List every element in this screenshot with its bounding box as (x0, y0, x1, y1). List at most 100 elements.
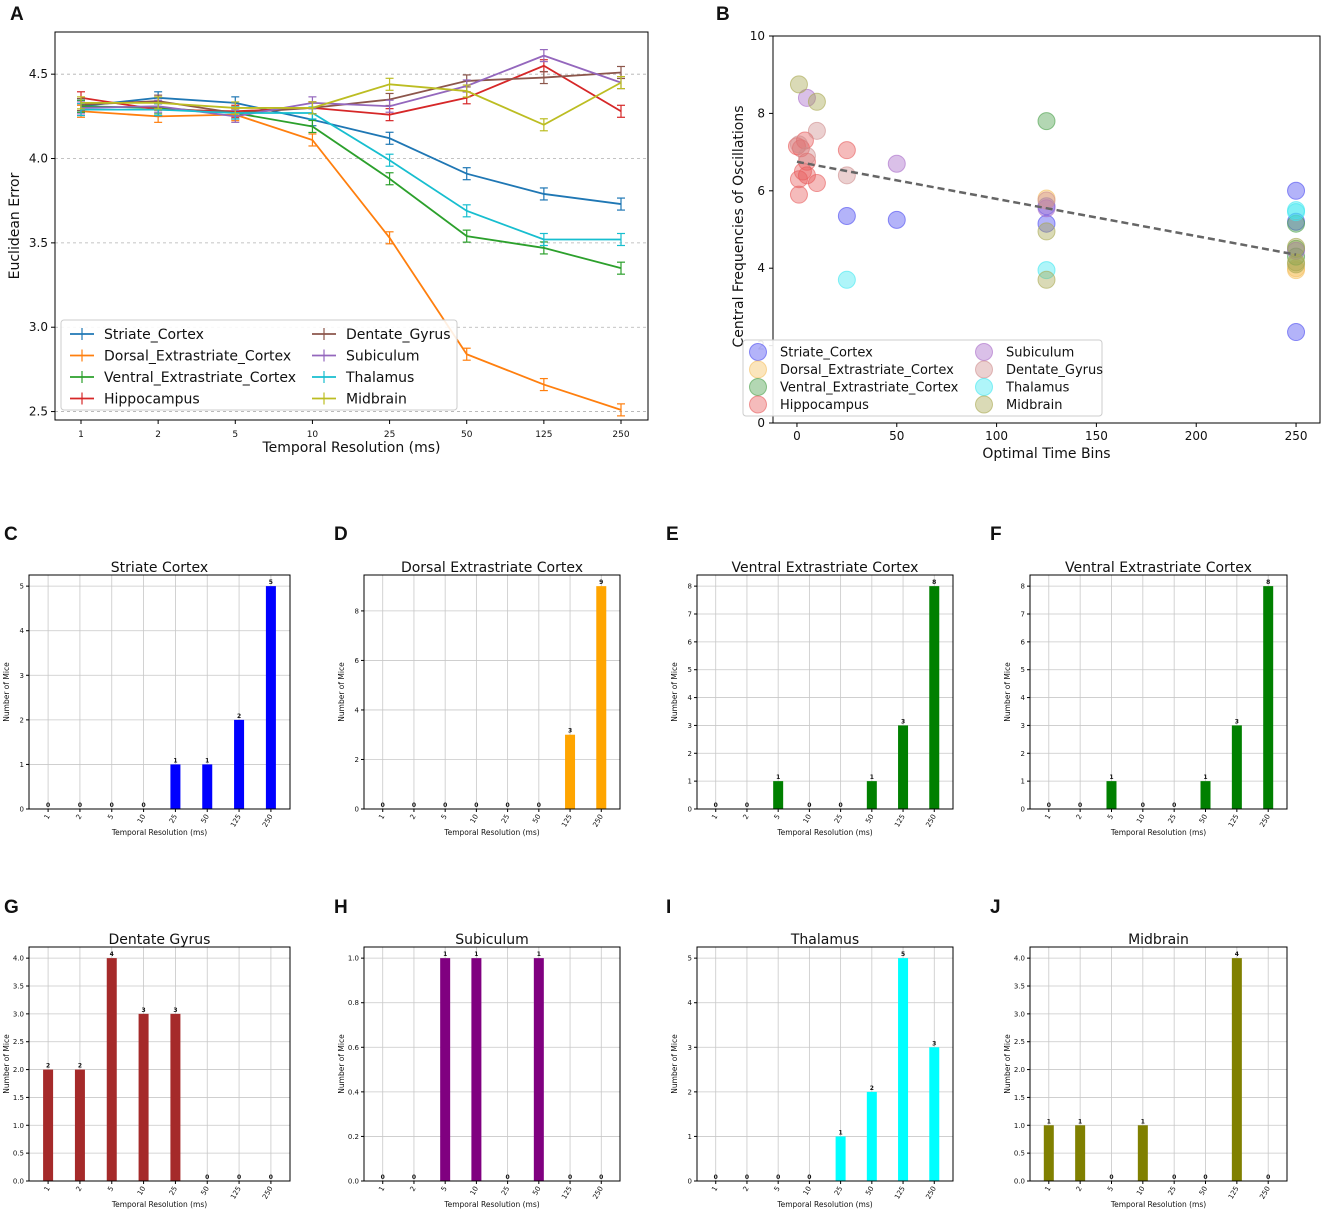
panel-e-bar-value: 1 (870, 774, 874, 781)
panel-j-bar-value: 4 (1235, 951, 1239, 958)
panel-b-point (1037, 270, 1056, 289)
panel-b-ytick-label: 6 (757, 184, 765, 198)
panel-j-xtick-label: 50 (1198, 1185, 1209, 1197)
panel-g-ytick-label: 0.5 (13, 1150, 24, 1158)
panel-f-ytick-label: 8 (1021, 583, 1025, 591)
panel-g-bar-value: 0 (205, 1174, 209, 1181)
panel-e-bar (898, 725, 909, 809)
panel-c-bar (234, 719, 245, 809)
panel-j-xtick-label: 1 (1043, 1185, 1052, 1193)
panel-d-bar-value: 0 (506, 802, 510, 809)
panel-e-bar (773, 781, 784, 809)
panel-a-legend-label: Subiculum (346, 349, 420, 365)
panel-b-legend-box (742, 339, 1103, 417)
panel-a-xtick-label: 250 (612, 430, 629, 440)
panel-h-bar-value: 1 (443, 951, 447, 958)
panel-label-b: B (716, 4, 730, 25)
panel-b-legend-marker (749, 343, 767, 361)
panel-a-series-line (81, 108, 621, 241)
panel-d-bar-value: 0 (412, 802, 416, 809)
panel-h-xtick-label: 1 (377, 1185, 386, 1193)
panel-i-bar-value: 3 (932, 1040, 936, 1047)
panel-b-point (1037, 261, 1056, 280)
panel-f-xtick-label: 25 (1167, 813, 1178, 825)
panel-e-ytick-label: 2 (688, 750, 692, 758)
panel-h-bar-value: 0 (506, 1174, 510, 1181)
panel-a-legend: Striate_Cortex Dorsal_Extrastriate_Cortex… (60, 319, 458, 411)
panel-g-xtick-label: 5 (106, 1185, 115, 1193)
panel-f-xlabel: Temporal Resolution (ms) (1110, 828, 1206, 837)
panel-g-xtick-label: 10 (136, 1185, 147, 1197)
panel-h-bar-value: 1 (474, 951, 478, 958)
panel-a-ytick-label: 3.0 (29, 320, 48, 334)
panel-h-bar (471, 958, 482, 1181)
panel-d-bar-value: 0 (443, 802, 447, 809)
panel-b-legend-label: Thalamus (1005, 381, 1070, 396)
panel-d-frame (363, 574, 621, 810)
panel-d-xlabel: Temporal Resolution (ms) (443, 828, 539, 837)
panel-i-bar-value: 0 (807, 1174, 811, 1181)
panel-i-ytick-label: 3 (688, 1044, 692, 1052)
panel-f-bar-value: 3 (1235, 718, 1239, 725)
panel-f-frame (1029, 574, 1288, 810)
panel-e-ytick-label: 7 (688, 611, 692, 619)
panel-j-ytick-label: 2.5 (1014, 1038, 1025, 1046)
panel-f-ytick-label: 0 (1021, 806, 1025, 814)
panel-j-ytick-label: 2.0 (1014, 1066, 1025, 1074)
panel-b-point (807, 121, 826, 140)
panel-label-j: J (990, 897, 1001, 918)
panel-d-ytick-label: 0 (355, 806, 359, 814)
panel-d-bar-value: 0 (381, 802, 385, 809)
panel-i-bar-value: 2 (870, 1085, 874, 1092)
panel-a-legend-label: Ventral_Extrastriate_Cortex (104, 370, 296, 386)
panel-f-xtick-label: 2 (1075, 813, 1084, 821)
panel-b-point (1287, 253, 1306, 272)
panel-j-title: Midbrain (1128, 932, 1189, 948)
panel-j-bar (1231, 958, 1242, 1181)
panel-e-bar-value: 0 (807, 802, 811, 809)
panel-label-h: H (334, 897, 348, 918)
panel-b-legend-label: Striate_Cortex (780, 346, 873, 361)
panel-d-xtick-label: 5 (440, 813, 449, 821)
panel-a-xtick-label: 25 (384, 430, 395, 440)
panel-label-c: C (4, 524, 18, 545)
panel-d-xtick-label: 50 (531, 813, 542, 825)
panel-a-series-line (80, 54, 622, 118)
panel-d-bar-value: 0 (474, 802, 478, 809)
panel-b-xtick-label: 150 (1085, 429, 1108, 443)
panel-i-ylabel: Number of Mice (670, 1034, 679, 1094)
panel-e-ytick-label: 0 (688, 806, 692, 814)
panel-h-xtick-label: 5 (440, 1185, 449, 1193)
panel-g-xtick-label: 25 (168, 1185, 179, 1197)
panel-g-xtick-label: 125 (229, 1185, 243, 1201)
panel-j-ytick-label: 3.5 (1014, 983, 1025, 991)
panel-h-xlabel: Temporal Resolution (ms) (443, 1200, 539, 1209)
panel-i-xtick-label: 50 (864, 1185, 875, 1197)
panel-f-ylabel: Number of Mice (1003, 662, 1012, 722)
panel-b-legend-marker (975, 395, 993, 414)
panel-e-bar-value: 8 (932, 579, 936, 586)
panel-h-bar-value: 0 (599, 1174, 603, 1181)
panel-c-bar (170, 764, 181, 809)
panel-g-bar-value: 4 (110, 951, 114, 958)
panel-d-ytick-label: 8 (355, 607, 359, 615)
panel-c-ytick-label: 0 (20, 806, 24, 814)
panel-g-ylabel: Number of Mice (2, 1034, 11, 1094)
panel-b-ytick-label: 8 (757, 106, 765, 120)
panel-b-xtick-label: 100 (985, 429, 1008, 443)
panel-e-title: Ventral Extrastriate Cortex (732, 560, 919, 576)
panel-g-xtick-label: 50 (200, 1185, 211, 1197)
panel-a-xtick-label: 50 (461, 430, 473, 440)
panel-b-legend-label: Dentate_Gyrus (1006, 363, 1103, 378)
panel-e-bar-value: 0 (745, 802, 749, 809)
panel-b-legend-label: Ventral_Extrastriate_Cortex (780, 381, 959, 396)
panel-j-ytick-label: 4.0 (1014, 955, 1025, 963)
panel-f-ytick-label: 3 (1021, 722, 1025, 730)
panel-j-bar-value: 1 (1141, 1118, 1145, 1125)
panel-h-xtick-label: 2 (409, 1185, 418, 1193)
panel-g-title: Dentate Gyrus (109, 932, 211, 948)
